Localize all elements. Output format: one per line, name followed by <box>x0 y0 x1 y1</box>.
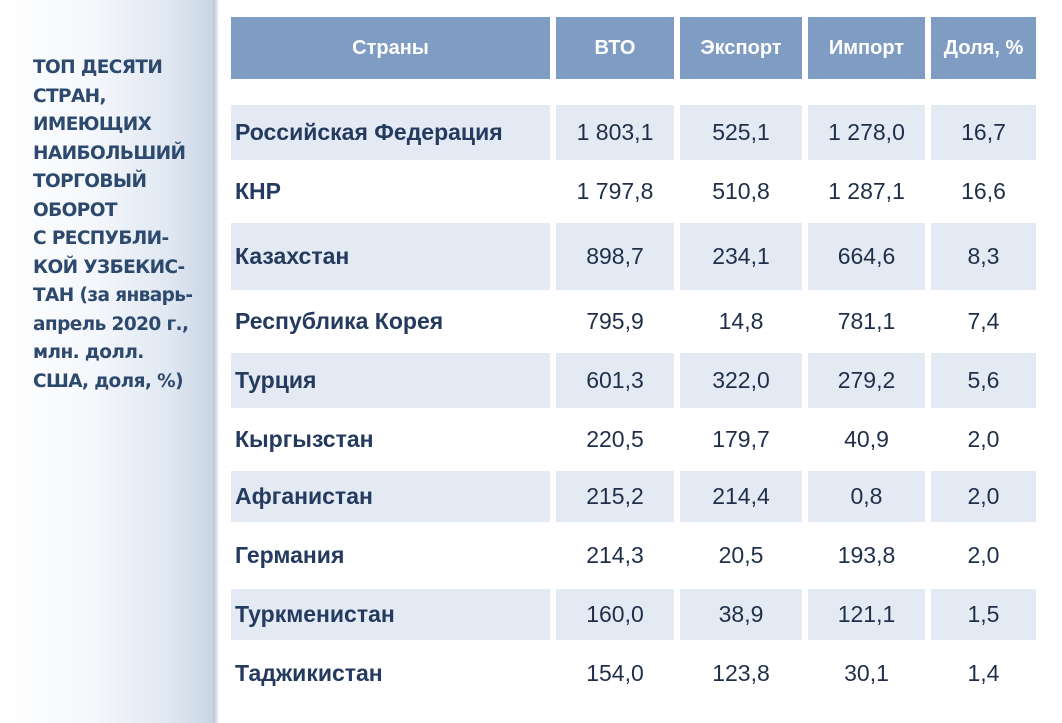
cell-import: 664,6 <box>805 221 931 294</box>
cell-country: Кыргызстан <box>231 410 556 471</box>
cell-share: 5,6 <box>928 351 1036 412</box>
cell-import: 30,1 <box>805 642 931 706</box>
cell-share: 2,0 <box>928 410 1036 471</box>
cell-vto: 601,3 <box>553 351 680 412</box>
cell-share: 16,7 <box>928 103 1036 164</box>
cell-vto: 154,0 <box>553 642 680 706</box>
cell-export: 179,7 <box>677 410 808 471</box>
cell-export: 510,8 <box>677 162 808 223</box>
cell-export: 214,4 <box>677 469 808 526</box>
cell-vto: 214,3 <box>553 524 680 589</box>
cell-share: 1,4 <box>928 642 1036 706</box>
table-row: Кыргызстан 220,5 179,7 40,9 2,0 <box>231 410 1036 471</box>
slide-title: ТОП ДЕСЯТИ СТРАН, ИМЕЮЩИХ НАИБОЛЬШИЙ ТОР… <box>33 57 193 392</box>
cell-vto: 215,2 <box>553 469 680 526</box>
cell-export: 14,8 <box>677 292 808 353</box>
header-countries: Страны <box>231 17 556 79</box>
cell-vto: 795,9 <box>553 292 680 353</box>
sidebar-edge <box>213 0 218 723</box>
cell-import: 1 287,1 <box>805 162 931 223</box>
cell-export: 525,1 <box>677 103 808 164</box>
cell-country: Таджикистан <box>231 642 556 706</box>
cell-export: 234,1 <box>677 221 808 294</box>
cell-country: Турция <box>231 351 556 412</box>
cell-share: 2,0 <box>928 524 1036 589</box>
table-row: Турция 601,3 322,0 279,2 5,6 <box>231 351 1036 412</box>
cell-vto: 898,7 <box>553 221 680 294</box>
table-row: Российская Федерация 1 803,1 525,1 1 278… <box>231 103 1036 164</box>
cell-import: 781,1 <box>805 292 931 353</box>
table-row: Туркменистан 160,0 38,9 121,1 1,5 <box>231 587 1036 644</box>
header-export: Экспорт <box>677 17 808 79</box>
table-header-row: Страны ВТО Экспорт Импорт Доля, % <box>231 17 1036 79</box>
cell-vto: 1 803,1 <box>553 103 680 164</box>
cell-country: Республика Корея <box>231 292 556 353</box>
cell-import: 121,1 <box>805 587 931 644</box>
trade-table: Страны ВТО Экспорт Импорт Доля, % Россий… <box>231 17 1036 706</box>
sidebar-panel <box>0 0 213 723</box>
cell-vto: 220,5 <box>553 410 680 471</box>
table-row: КНР 1 797,8 510,8 1 287,1 16,6 <box>231 162 1036 223</box>
table-row: Германия 214,3 20,5 193,8 2,0 <box>231 524 1036 589</box>
cell-export: 20,5 <box>677 524 808 589</box>
cell-import: 40,9 <box>805 410 931 471</box>
cell-vto: 1 797,8 <box>553 162 680 223</box>
cell-country: Туркменистан <box>231 587 556 644</box>
cell-export: 123,8 <box>677 642 808 706</box>
table-spacer <box>231 79 1036 105</box>
cell-country: Афганистан <box>231 469 556 526</box>
cell-country: Германия <box>231 524 556 589</box>
header-share: Доля, % <box>928 17 1036 79</box>
cell-export: 38,9 <box>677 587 808 644</box>
table-row: Казахстан 898,7 234,1 664,6 8,3 <box>231 221 1036 294</box>
cell-country: КНР <box>231 162 556 223</box>
cell-share: 7,4 <box>928 292 1036 353</box>
table-row: Афганистан 215,2 214,4 0,8 2,0 <box>231 469 1036 526</box>
cell-share: 1,5 <box>928 587 1036 644</box>
header-import: Импорт <box>805 17 931 79</box>
cell-import: 193,8 <box>805 524 931 589</box>
cell-share: 16,6 <box>928 162 1036 223</box>
table-row: Республика Корея 795,9 14,8 781,1 7,4 <box>231 292 1036 353</box>
cell-share: 8,3 <box>928 221 1036 294</box>
cell-share: 2,0 <box>928 469 1036 526</box>
cell-vto: 160,0 <box>553 587 680 644</box>
cell-import: 279,2 <box>805 351 931 412</box>
cell-import: 0,8 <box>805 469 931 526</box>
header-vto: ВТО <box>553 17 680 79</box>
cell-country: Российская Федерация <box>231 103 556 164</box>
cell-export: 322,0 <box>677 351 808 412</box>
cell-country: Казахстан <box>231 221 556 294</box>
cell-import: 1 278,0 <box>805 103 931 164</box>
table-row: Таджикистан 154,0 123,8 30,1 1,4 <box>231 642 1036 706</box>
